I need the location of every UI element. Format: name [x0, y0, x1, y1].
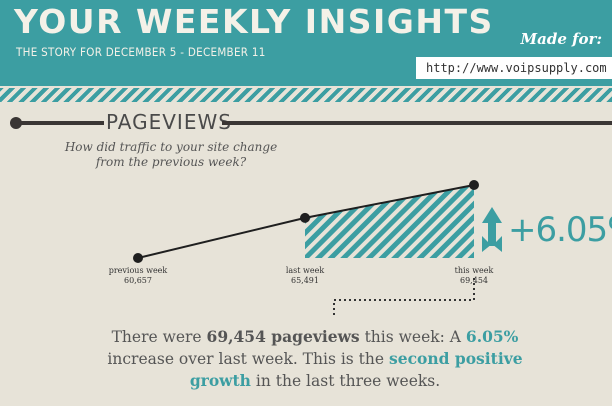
data-point-3	[469, 180, 479, 190]
pageviews-count: 69,454 pageviews	[206, 327, 360, 346]
value-label: 60,657	[123, 276, 152, 285]
site-url[interactable]: http://www.voipsupply.com	[416, 57, 612, 79]
stripe-divider	[0, 88, 612, 102]
growth-highlight: 6.05%	[465, 327, 519, 346]
data-point-2	[300, 212, 310, 223]
callout-connector	[333, 278, 475, 318]
header-banner: YOUR WEEKLY INSIGHTS THE STORY FOR DECEM…	[0, 0, 612, 86]
growth-area	[305, 185, 474, 258]
category-label: this week	[454, 266, 494, 275]
second-growth-highlight: second positive growth	[189, 349, 523, 390]
point-label: this week 69,454	[455, 266, 494, 286]
section-question: How did traffic to your site change from…	[64, 140, 278, 169]
summary-text: There were 69,454 pageviews this week: A…	[107, 327, 523, 390]
category-label: last week	[285, 266, 325, 275]
data-point-1	[133, 253, 143, 263]
section-title: PAGEVIEWS	[106, 110, 232, 134]
section-rule-left	[14, 121, 104, 125]
growth-percentage: +6.05%	[508, 210, 612, 250]
made-for-label: Made for:	[520, 30, 602, 48]
section-rule-right	[222, 121, 612, 125]
category-label: previous week	[108, 266, 168, 275]
point-label: last week 65,491	[286, 266, 324, 286]
value-label: 65,491	[290, 276, 319, 285]
date-range-subtitle: THE STORY FOR DECEMBER 5 - DECEMBER 11	[16, 45, 266, 59]
page-title: YOUR WEEKLY INSIGHTS	[14, 2, 494, 41]
point-label: previous week 60,657	[109, 266, 168, 286]
up-arrow-icon	[482, 207, 502, 252]
value-label: 69,454	[460, 276, 488, 285]
